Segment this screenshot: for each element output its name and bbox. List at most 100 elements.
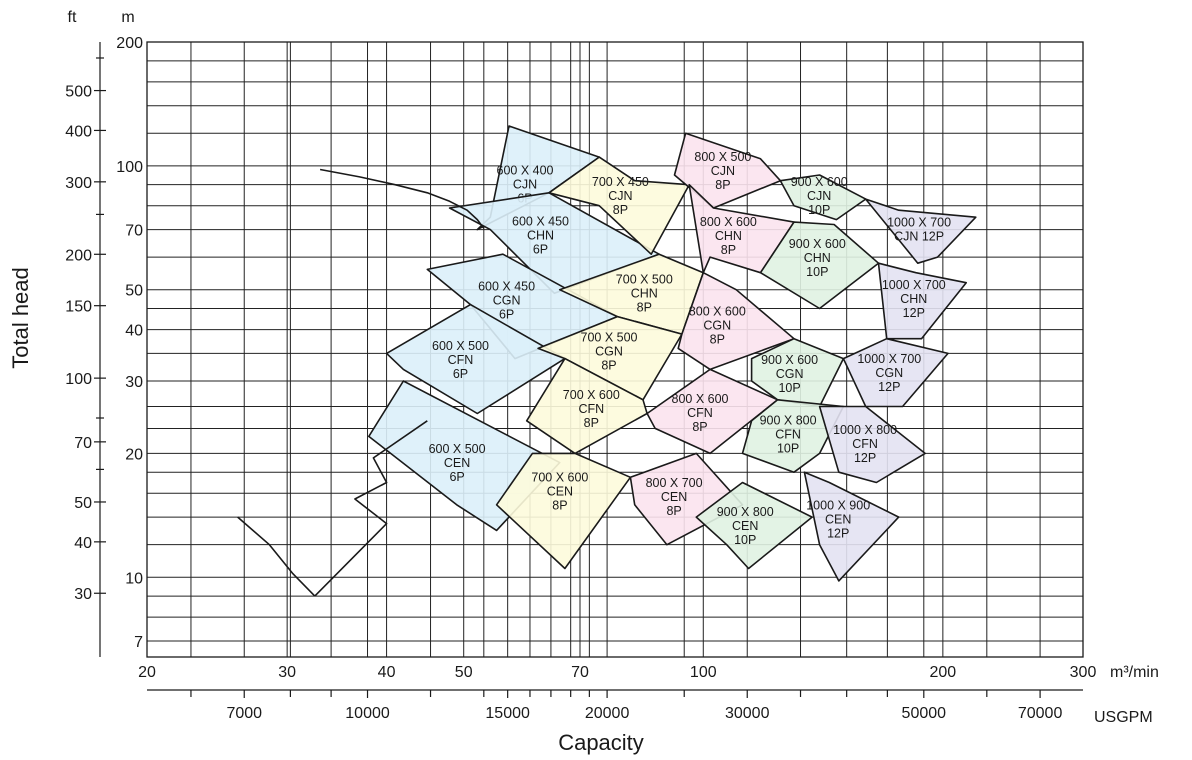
plot-border	[146, 41, 1084, 658]
zone-label: CFN	[775, 427, 801, 441]
ft-unit-label: ft	[68, 9, 77, 26]
pump-zone	[818, 405, 926, 484]
usgpm-tick-label: 7000	[226, 705, 262, 722]
zone-label: 8P	[721, 243, 736, 257]
pump-zone	[495, 452, 632, 570]
zone-label: CJN	[807, 189, 831, 203]
zone-label: 12P	[854, 451, 876, 465]
y-tick-label: 40	[125, 323, 143, 340]
zone-label: 6P	[453, 367, 468, 381]
usgpm-tick-label: 20000	[585, 705, 630, 722]
zone-label: CJN	[608, 189, 632, 203]
y-tick-label: 10	[125, 570, 143, 587]
y-tick-label: 7	[134, 634, 143, 651]
usgpm-tick-label: 10000	[345, 705, 390, 722]
pump-zone	[864, 198, 977, 265]
ft-tick-label: 100	[65, 371, 92, 388]
y-tick-label: 50	[125, 283, 143, 300]
y-tick-label: 20	[125, 446, 143, 463]
ft-tick-label: 150	[65, 299, 92, 316]
zone-label: 12P	[903, 306, 925, 320]
ft-tick-label: 50	[74, 495, 92, 512]
x-axis-title: Capacity	[558, 730, 644, 755]
zone-label: CHN	[631, 287, 658, 301]
pump-zone	[673, 132, 782, 209]
ft-tick-label: 400	[65, 123, 92, 140]
ft-tick-label: 70	[74, 435, 92, 452]
zone-label: 900 X 600	[761, 353, 818, 367]
x-tick-label: 70	[571, 664, 589, 681]
usgpm-tick-label: 50000	[902, 705, 947, 722]
pump-zone	[695, 481, 813, 570]
zone-label: CGN	[493, 294, 521, 308]
ft-tick-label: 500	[65, 84, 92, 101]
zone-label: 1000 X 800	[833, 423, 897, 437]
range-curves	[237, 168, 485, 597]
zone-label: CHN	[527, 229, 554, 243]
zone-label: 1000 X 700	[857, 352, 921, 366]
zone-label: 12P	[878, 380, 900, 394]
zone-label: 600 X 400	[497, 164, 554, 178]
zone-label: 600 X 500	[429, 442, 486, 456]
zone-label: CEN	[444, 456, 470, 470]
zone-label: 1000 X 700	[887, 215, 951, 229]
y-tick-label: 200	[116, 35, 143, 52]
zone-label: CFN	[687, 406, 713, 420]
ft-tick-label: 200	[65, 247, 92, 264]
y-tick-label: 100	[116, 159, 143, 176]
usgpm-tick-label: 30000	[725, 705, 770, 722]
zone-label: 1000 X 700	[882, 278, 946, 292]
zone-label: 12P	[827, 527, 849, 541]
zone-label: 8P	[584, 416, 599, 430]
zone-label: CEN	[825, 513, 851, 527]
zone-label: CHN	[900, 292, 927, 306]
x-tick-label: 100	[690, 664, 717, 681]
zone-label: 900 X 800	[717, 505, 774, 519]
x-tick-label: 30	[278, 664, 296, 681]
y-tick-label: 70	[125, 223, 143, 240]
zone-label: CFN	[852, 437, 878, 451]
zone-label: CHN	[804, 251, 831, 265]
pump-zone	[803, 471, 900, 582]
zone-label: CJN	[513, 178, 537, 192]
pump-zone	[759, 221, 880, 310]
zone-label: 700 X 600	[531, 471, 588, 485]
zone-label: 8P	[692, 420, 707, 434]
usgpm-unit-label: USGPM	[1094, 709, 1153, 726]
zone-label: 8P	[552, 499, 567, 513]
zone-label: 700 X 600	[563, 388, 620, 402]
zone-label: 700 X 500	[581, 331, 638, 345]
range-curve	[319, 168, 485, 229]
zone-label: 8P	[637, 301, 652, 315]
pump-zone	[646, 368, 779, 455]
zone-label: CGN	[595, 345, 623, 359]
zone-label: 10P	[778, 381, 800, 395]
zone-label: 800 X 700	[646, 476, 703, 490]
x-tick-label: 50	[455, 664, 473, 681]
m3min-unit-label: m³/min	[1110, 664, 1159, 681]
range-curve	[237, 516, 316, 597]
zone-label: 700 X 500	[616, 273, 673, 287]
ft-tick-label: 40	[74, 535, 92, 552]
zone-label: 6P	[533, 243, 548, 257]
pump-zone	[842, 337, 949, 408]
zone-label: 900 X 600	[789, 237, 846, 251]
zone-label: 6P	[499, 308, 514, 322]
axes: 7 10 20 30 40 50 70 100 200 30 40 50 70 100 150 200 300 4…	[65, 35, 1096, 722]
zone-label: 900 X 600	[791, 175, 848, 189]
y-axis-title: Total head	[8, 267, 33, 369]
zone-label: CGN	[703, 319, 731, 333]
zone-label: CFN	[448, 353, 474, 367]
zone-label: 600 X 450	[478, 280, 535, 294]
zone-label: CEN	[547, 485, 573, 499]
zone-label: CGN	[875, 366, 903, 380]
y-tick-label: 30	[125, 374, 143, 391]
x-tick-label: 300	[1070, 664, 1097, 681]
pump-zone	[525, 357, 648, 455]
zone-label: CJN	[711, 164, 735, 178]
pump-zone	[779, 174, 867, 221]
x-tick-label: 40	[378, 664, 396, 681]
zone-label: 8P	[601, 359, 616, 373]
zone-label: 600 X 500	[432, 339, 489, 353]
zone-label: 700 X 450	[592, 175, 649, 189]
